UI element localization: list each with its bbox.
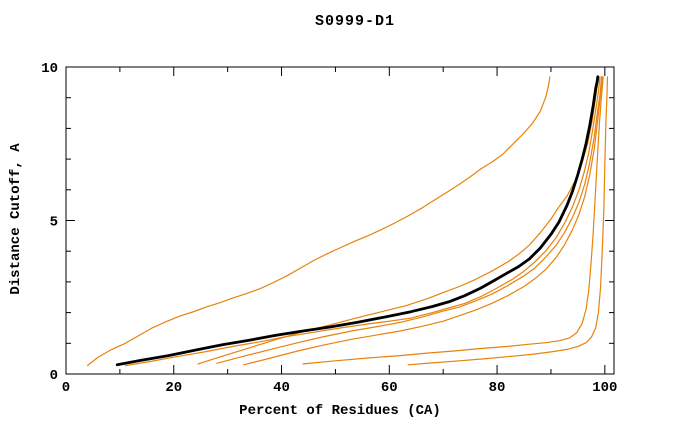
chart-title: S0999-D1 [314, 13, 395, 30]
x-tick-label: 60 [381, 380, 398, 396]
curve-orange-curve-4 [216, 76, 603, 364]
curve-orange-curve-1-high [86, 76, 551, 366]
curve-orange-curve-6-low [302, 76, 604, 365]
curve-orange-curve-5 [243, 76, 603, 366]
x-tick-label: 40 [273, 380, 290, 396]
y-tick-label: 10 [41, 61, 58, 77]
curve-orange-curve-2 [197, 76, 600, 365]
x-tick-label: 0 [62, 380, 70, 396]
y-axis-label: Distance Cutoff, A [8, 143, 24, 295]
curve-orange-curve-3 [124, 76, 601, 367]
curve-black-thick-curve [115, 75, 600, 367]
x-tick-label: 80 [489, 380, 506, 396]
curve-orange-curve-7-low [407, 76, 609, 366]
y-tick-label: 5 [50, 215, 58, 231]
y-tick-label: 0 [50, 368, 58, 384]
x-tick-label: 20 [165, 380, 182, 396]
x-tick-label: 100 [592, 380, 617, 396]
x-axis-label: Percent of Residues (CA) [239, 403, 441, 419]
